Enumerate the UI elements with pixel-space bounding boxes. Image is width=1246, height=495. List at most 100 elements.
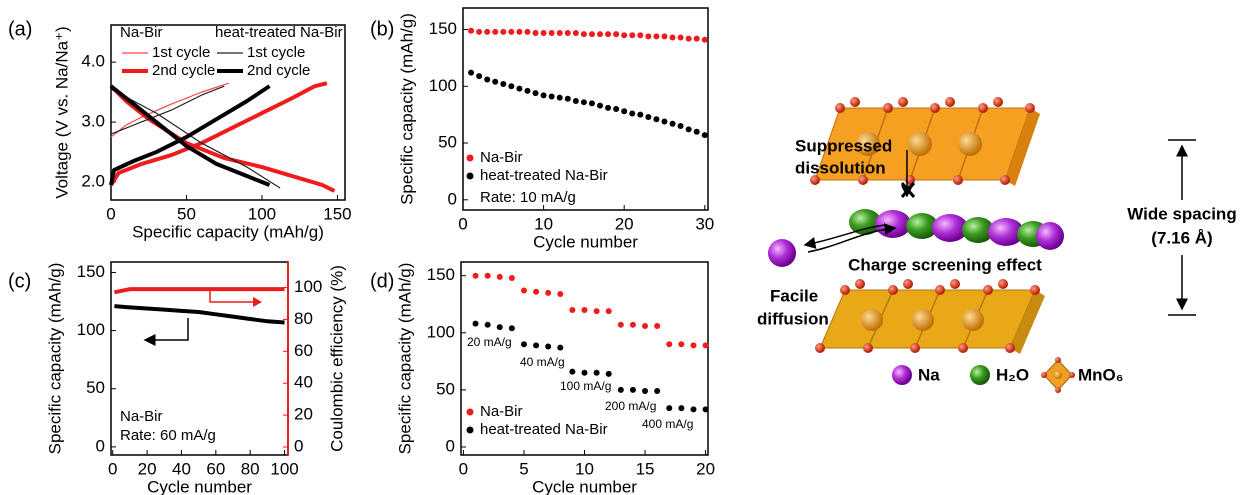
arrows	[803, 139, 1196, 316]
data-point	[597, 102, 604, 109]
data-point	[605, 308, 612, 315]
label: diffusion	[757, 309, 829, 328]
data-point	[572, 29, 579, 36]
data-point	[690, 342, 697, 349]
data-point	[685, 35, 692, 42]
mn-spheres	[861, 309, 984, 331]
data-point	[677, 123, 684, 130]
legend-label: 1st cycle	[152, 44, 210, 61]
data-point	[661, 33, 668, 40]
data-line	[114, 304, 285, 325]
data-point	[685, 126, 692, 133]
data-point	[666, 341, 673, 348]
legend-label: Na	[918, 365, 940, 384]
x-tick-label: 20	[696, 459, 715, 478]
data-point	[637, 111, 644, 118]
layer-edge	[1005, 108, 1040, 186]
x-tick-label: 20	[615, 214, 634, 233]
data-point	[645, 113, 652, 120]
x-axis-label: Specific capacity (mAh/g)	[132, 222, 324, 241]
x-tick-label: 0	[458, 214, 467, 233]
data-point	[500, 28, 507, 35]
panel-label: (b)	[370, 18, 394, 40]
legend-label: MnO₆	[1078, 365, 1124, 384]
data-point	[593, 308, 600, 315]
data-point	[605, 104, 612, 111]
data-point	[548, 93, 555, 100]
data-point	[508, 28, 515, 35]
data-point	[621, 32, 628, 39]
data-point	[669, 34, 676, 41]
data-point	[492, 78, 499, 85]
annotation: 100 mA/g	[560, 379, 611, 393]
data-point	[472, 272, 479, 279]
legend-swatch	[466, 154, 474, 162]
data-point	[588, 100, 595, 107]
data-point	[629, 386, 636, 393]
x-tick-label: 20	[138, 459, 157, 478]
y2-tick-label: 20	[294, 405, 313, 424]
data-line	[109, 84, 271, 187]
data-point	[557, 344, 564, 351]
data-line	[109, 81, 336, 193]
data-point	[556, 94, 563, 101]
plot-frame	[462, 7, 709, 211]
diagram: Suppressed dissolution Facile diffusion …	[757, 97, 1237, 393]
legend-label: 2nd cycle	[247, 62, 310, 79]
annotation: Rate: 60 mA/g	[120, 427, 216, 444]
y-tick-label: 100	[429, 76, 457, 95]
y-axis-label: Specific capacity (mAh/g)	[397, 13, 416, 205]
y-tick-label: 0	[96, 436, 105, 455]
data-point	[654, 388, 661, 395]
data-point	[520, 341, 527, 348]
axis-arrow-head	[253, 297, 262, 307]
annotation: 400 mA/g	[642, 417, 693, 431]
data-point	[508, 274, 515, 281]
data-point	[637, 32, 644, 39]
annotation: Rate: 10 mA/g	[480, 189, 576, 206]
data-point	[701, 132, 708, 139]
data-point	[677, 34, 684, 41]
data-point	[540, 92, 547, 99]
data-point	[484, 28, 491, 35]
plot-frame	[110, 24, 346, 201]
x-tick-label: 150	[323, 204, 351, 223]
data-point	[569, 306, 576, 313]
legend-swatch	[1041, 357, 1075, 393]
y2-tick-label: 80	[294, 309, 313, 328]
data-point	[508, 325, 515, 332]
label: (7.16 Å)	[1151, 228, 1212, 247]
annotation: 20 mA/g	[467, 335, 512, 349]
annotation: 40 mA/g	[520, 355, 565, 369]
y2-tick-label: 0	[294, 437, 303, 456]
y-tick-label: 150	[427, 265, 455, 284]
legend-label: 1st cycle	[247, 44, 305, 61]
annotation: Na-Bir	[120, 408, 163, 425]
data-point	[508, 83, 515, 90]
data-point	[629, 110, 636, 117]
x-axis-label: Cycle number	[147, 477, 252, 495]
y-tick-label: 50	[436, 379, 455, 398]
x-tick-label: 80	[241, 459, 260, 478]
y-tick-label: 100	[427, 322, 455, 341]
label: Facile	[770, 286, 818, 305]
legend-group: heat-treated Na-Bir	[215, 24, 343, 41]
x-tick-label: 10	[534, 214, 553, 233]
data-point	[532, 90, 539, 97]
data-point	[533, 342, 540, 349]
data-point	[593, 369, 600, 376]
x-tick-label: 50	[177, 204, 196, 223]
label: dissolution	[795, 158, 886, 177]
y-tick-label: 4.0	[81, 52, 105, 71]
y-tick-label: 150	[77, 262, 105, 281]
data-point	[520, 287, 527, 294]
data-point	[564, 95, 571, 102]
data-point	[557, 290, 564, 297]
data-point	[516, 85, 523, 92]
data-point	[476, 28, 483, 35]
data-point	[702, 406, 709, 413]
data-point	[484, 321, 491, 328]
data-point	[629, 32, 636, 39]
layer-edge	[1010, 290, 1045, 354]
data-point	[524, 28, 531, 35]
